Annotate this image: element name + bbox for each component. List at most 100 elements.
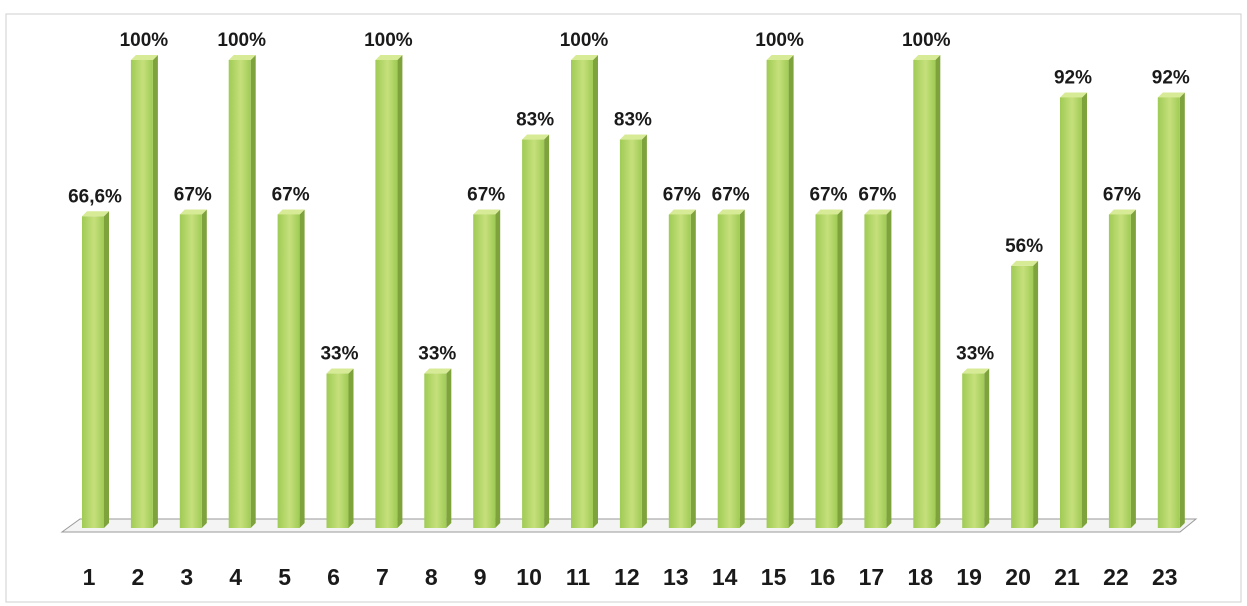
x-tick-label-12: 12	[614, 564, 640, 590]
bar-side	[788, 55, 794, 528]
chart-frame	[5, 13, 1242, 603]
x-tick-label-9: 9	[474, 564, 487, 590]
bar-side	[1033, 260, 1039, 528]
data-label-12: 83%	[614, 110, 652, 131]
bar-front	[571, 60, 593, 528]
bar-side	[837, 209, 843, 528]
bar-front	[277, 214, 300, 528]
bar-side	[201, 209, 207, 528]
x-tick-label-15: 15	[761, 564, 787, 590]
bar-front	[424, 373, 447, 528]
data-label-1: 66,6%	[68, 186, 122, 207]
data-label-14: 67%	[712, 184, 750, 205]
bar-17	[864, 209, 892, 528]
bar-top	[619, 134, 647, 140]
x-tick-label-3: 3	[180, 564, 193, 590]
bar-13	[668, 209, 696, 528]
bar-front	[766, 60, 789, 528]
bar-top	[424, 368, 452, 374]
x-tick-label-2: 2	[132, 564, 145, 590]
bar-top	[82, 211, 109, 217]
bar-side	[104, 211, 109, 528]
x-tick-label-5: 5	[278, 564, 291, 590]
bar-3	[179, 209, 207, 528]
bar-top	[522, 134, 550, 140]
bar-top	[913, 55, 941, 60]
bar-front	[522, 139, 545, 528]
bar-side	[348, 368, 354, 528]
bar-side	[544, 134, 550, 528]
x-tick-label-16: 16	[810, 564, 836, 590]
bar-15	[766, 55, 794, 528]
bar-side	[886, 209, 892, 528]
bar-side	[152, 55, 158, 528]
bar-front	[717, 214, 740, 528]
bar-21	[1060, 92, 1087, 528]
bar-front	[668, 214, 691, 528]
bar-22	[1108, 209, 1136, 528]
bar-20	[1011, 260, 1039, 528]
data-label-8: 33%	[418, 344, 456, 365]
bar-18	[913, 55, 941, 528]
bar-side	[495, 209, 501, 528]
bar-top	[766, 55, 794, 60]
bar-front	[619, 139, 642, 528]
bar-top	[1157, 92, 1185, 98]
data-label-21: 92%	[1054, 67, 1092, 88]
data-label-2: 100%	[120, 30, 169, 51]
data-label-5: 67%	[272, 184, 310, 205]
bar-front	[179, 214, 202, 528]
x-tick-label-8: 8	[425, 564, 438, 590]
bar-side	[1179, 92, 1185, 528]
x-tick-label-23: 23	[1152, 564, 1178, 590]
bar-top	[1011, 260, 1039, 266]
bar-9	[473, 209, 501, 528]
data-labels: 66,6% 100% 67% 100% 67% 33% 100% 33% 67% 83% 100% 8…	[68, 30, 1190, 365]
bar-top	[1060, 92, 1087, 98]
bar-side	[593, 55, 598, 528]
bar-front	[228, 60, 251, 528]
x-tick-label-4: 4	[229, 564, 242, 590]
data-label-18: 100%	[902, 30, 951, 51]
bar-top	[130, 55, 158, 60]
bar-front	[962, 373, 985, 528]
bar-front	[913, 60, 936, 528]
bar-side	[446, 368, 452, 528]
data-label-19: 33%	[956, 344, 994, 365]
data-label-11: 100%	[560, 30, 609, 51]
data-label-23: 92%	[1152, 67, 1190, 88]
bar-front	[1011, 265, 1034, 528]
x-tick-label-13: 13	[663, 564, 689, 590]
data-label-7: 100%	[364, 30, 413, 51]
bar-top	[326, 368, 354, 374]
bar-16	[815, 209, 843, 528]
bar-14	[717, 209, 745, 528]
bar-top	[717, 209, 745, 215]
x-tick-label-18: 18	[908, 564, 934, 590]
data-label-22: 67%	[1103, 184, 1141, 205]
data-label-20: 56%	[1005, 236, 1043, 257]
bar-side	[935, 55, 941, 528]
x-tick-label-10: 10	[516, 564, 542, 590]
bar-front	[1157, 97, 1180, 528]
x-tick-label-14: 14	[712, 564, 738, 590]
bar-top	[473, 209, 501, 215]
x-tick-label-6: 6	[327, 564, 340, 590]
bar-8	[424, 368, 452, 528]
bar-top	[228, 55, 256, 60]
x-axis-ticks: 1 2 3 4 5 6 7 8 9 10 11 12 13 14 15 16 17 18 19 20 21 22 23	[83, 564, 1178, 590]
bar-6	[326, 368, 354, 528]
bar-11	[571, 55, 598, 528]
bar-series	[82, 55, 1185, 528]
bar-side	[690, 209, 696, 528]
bar-top	[864, 209, 892, 215]
bar-front	[82, 216, 104, 528]
data-label-10: 83%	[516, 110, 554, 131]
x-tick-label-7: 7	[376, 564, 389, 590]
bar-top	[1108, 209, 1136, 215]
bar-top	[571, 55, 598, 60]
x-tick-label-19: 19	[956, 564, 982, 590]
bar-side	[739, 209, 745, 528]
